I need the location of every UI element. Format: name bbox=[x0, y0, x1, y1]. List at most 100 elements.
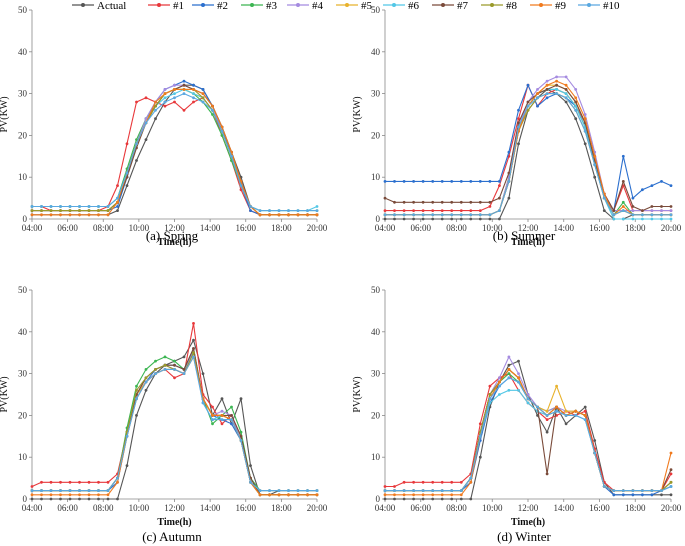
data-point bbox=[632, 205, 635, 208]
data-point bbox=[78, 213, 81, 216]
legend-label: #8 bbox=[506, 0, 518, 12]
data-point bbox=[460, 481, 463, 484]
series-line bbox=[32, 89, 317, 210]
data-point bbox=[88, 205, 91, 208]
data-point bbox=[527, 397, 530, 400]
data-point bbox=[622, 155, 625, 158]
x-tick-label: 04:00 bbox=[22, 503, 43, 513]
panel-caption: (a) Spring bbox=[146, 228, 199, 243]
data-point bbox=[268, 489, 271, 492]
data-point bbox=[641, 218, 644, 221]
data-point bbox=[412, 180, 415, 183]
data-point bbox=[546, 84, 549, 87]
data-point bbox=[97, 489, 100, 492]
y-tick-label: 30 bbox=[18, 369, 28, 379]
data-point bbox=[268, 493, 271, 496]
chart-panels: 0102030405004:00 06:00 08:00 10:00 12:00 14:0… bbox=[0, 5, 682, 544]
data-point bbox=[460, 489, 463, 492]
x-tick-label: 08:00 bbox=[93, 503, 114, 513]
series-n6 bbox=[384, 389, 673, 492]
data-point bbox=[574, 117, 577, 120]
data-point bbox=[107, 498, 110, 501]
data-point bbox=[403, 180, 406, 183]
data-point bbox=[574, 414, 577, 417]
data-point bbox=[527, 101, 530, 104]
data-point bbox=[173, 364, 176, 367]
data-point bbox=[431, 218, 434, 221]
panel-caption: (c) Autumn bbox=[142, 529, 202, 544]
data-point bbox=[107, 489, 110, 492]
data-point bbox=[183, 92, 186, 95]
y-tick-label: 40 bbox=[18, 327, 28, 337]
data-point bbox=[50, 489, 53, 492]
legend-entry-n8: #8 bbox=[481, 0, 518, 12]
series-line bbox=[385, 369, 671, 490]
data-point bbox=[145, 368, 148, 371]
data-point bbox=[40, 481, 43, 484]
x-tick-label: 16:00 bbox=[235, 503, 256, 513]
data-point bbox=[230, 155, 233, 158]
data-point bbox=[489, 397, 492, 400]
data-point bbox=[612, 493, 615, 496]
data-point bbox=[78, 209, 81, 212]
data-point bbox=[517, 381, 520, 384]
data-point bbox=[670, 218, 673, 221]
data-point bbox=[97, 205, 100, 208]
data-point bbox=[489, 205, 492, 208]
data-point bbox=[441, 218, 444, 221]
data-point bbox=[173, 376, 176, 379]
data-point bbox=[479, 180, 482, 183]
data-point bbox=[249, 205, 252, 208]
data-point bbox=[498, 218, 501, 221]
data-point bbox=[498, 381, 501, 384]
y-tick-label: 20 bbox=[18, 130, 28, 140]
data-point bbox=[403, 493, 406, 496]
data-point bbox=[660, 489, 663, 492]
data-point bbox=[632, 493, 635, 496]
data-point bbox=[88, 493, 91, 496]
data-point bbox=[173, 368, 176, 371]
data-point bbox=[403, 201, 406, 204]
data-point bbox=[40, 209, 43, 212]
data-point bbox=[393, 218, 396, 221]
data-point bbox=[287, 213, 290, 216]
data-point bbox=[31, 498, 34, 501]
legend-label: #1 bbox=[173, 0, 184, 12]
x-axis-label: Time(h) bbox=[157, 517, 191, 528]
data-point bbox=[221, 397, 224, 400]
series-line bbox=[385, 85, 671, 210]
data-point bbox=[297, 213, 300, 216]
data-point bbox=[603, 485, 606, 488]
data-point bbox=[135, 397, 138, 400]
data-point bbox=[384, 197, 387, 200]
data-point bbox=[316, 493, 319, 496]
data-point bbox=[287, 493, 290, 496]
data-point bbox=[584, 406, 587, 409]
x-tick-label: 14:00 bbox=[200, 503, 221, 513]
figure: Actual #1 #2 #3 #4 #5 #6 #7 #8 #9 #10 010203040500… bbox=[0, 0, 685, 546]
y-tick-label: 20 bbox=[371, 410, 381, 420]
data-point bbox=[31, 213, 34, 216]
data-point bbox=[498, 184, 501, 187]
data-point bbox=[441, 213, 444, 216]
series-n7 bbox=[384, 84, 673, 212]
data-point bbox=[384, 213, 387, 216]
x-tick-label: 06:00 bbox=[57, 223, 78, 233]
data-point bbox=[489, 393, 492, 396]
data-point bbox=[660, 209, 663, 212]
data-point bbox=[107, 205, 110, 208]
data-point bbox=[164, 101, 167, 104]
data-point bbox=[450, 209, 453, 212]
data-point bbox=[31, 485, 34, 488]
data-point bbox=[135, 159, 138, 162]
data-point bbox=[107, 209, 110, 212]
data-point bbox=[78, 489, 81, 492]
data-point bbox=[670, 485, 673, 488]
data-point bbox=[517, 389, 520, 392]
legend-marker bbox=[345, 3, 349, 7]
data-point bbox=[403, 481, 406, 484]
data-point bbox=[450, 213, 453, 216]
data-point bbox=[422, 201, 425, 204]
data-point bbox=[641, 213, 644, 216]
data-point bbox=[450, 218, 453, 221]
